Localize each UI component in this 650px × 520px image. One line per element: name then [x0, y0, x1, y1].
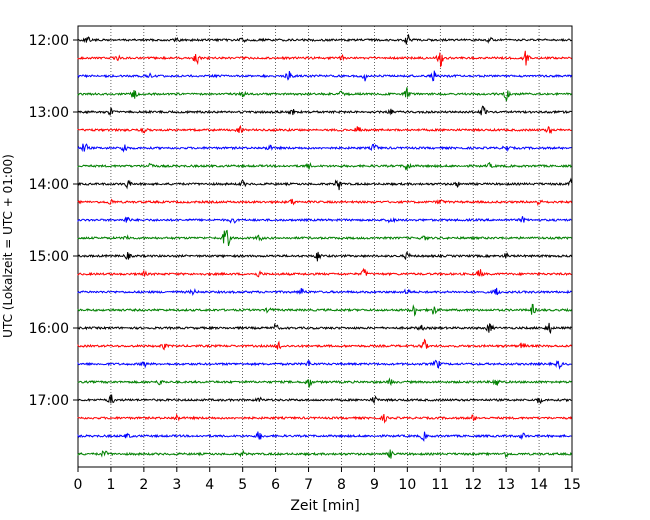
trace-line [77, 303, 572, 317]
trace-line [77, 105, 572, 116]
trace-17:00 [77, 394, 572, 405]
x-tick-label: 7 [304, 477, 313, 493]
x-tick-label: 10 [398, 477, 416, 493]
trace-line [77, 229, 572, 247]
y-tick-label: 16:00 [29, 321, 69, 337]
x-tick-label: 3 [172, 477, 181, 493]
x-tick-label: 2 [139, 477, 148, 493]
trace-13:00 [77, 105, 572, 116]
trace-17:15 [77, 412, 572, 424]
y-axis-ticks: 12:00 13:00 14:00 15:00 16:00 17:00 [29, 33, 78, 409]
x-tick-label: 6 [271, 477, 280, 493]
trace-17:45 [77, 449, 572, 459]
trace-16:00 [77, 322, 572, 335]
grid [110, 26, 540, 467]
trace-line [77, 394, 572, 405]
trace-16:45 [77, 377, 572, 388]
traces [77, 34, 572, 459]
trace-16:15 [77, 338, 572, 351]
trace-12:15 [77, 50, 572, 68]
trace-line [77, 198, 572, 207]
trace-12:45 [77, 87, 572, 102]
trace-line [77, 287, 572, 296]
x-tick-label: 14 [530, 477, 548, 493]
trace-line [77, 377, 572, 388]
trace-line [77, 216, 572, 224]
y-axis-label: UTC (Lokalzeit = UTC + 01:00) [1, 154, 15, 338]
y-tick-label: 15:00 [29, 249, 69, 265]
x-tick-label: 15 [563, 477, 581, 493]
x-tick-label: 13 [497, 477, 515, 493]
x-tick-label: 9 [370, 477, 379, 493]
x-tick-label: 4 [205, 477, 214, 493]
trace-line [77, 359, 572, 370]
trace-line [77, 50, 572, 68]
trace-line [77, 161, 572, 171]
y-tick-label: 14:00 [29, 177, 69, 193]
trace-line [77, 338, 572, 351]
trace-line [77, 34, 572, 45]
y-tick-label: 12:00 [29, 33, 69, 49]
x-tick-label: 8 [337, 477, 346, 493]
trace-line [77, 143, 572, 153]
trace-14:30 [77, 216, 572, 224]
x-tick-label: 0 [74, 477, 83, 493]
trace-13:30 [77, 143, 572, 153]
trace-line [77, 70, 572, 82]
trace-14:00 [77, 177, 572, 191]
trace-line [77, 449, 572, 459]
y-tick-label: 17:00 [29, 393, 69, 409]
x-axis-ticks: 0 1 2 3 4 5 6 7 8 9 10 11 12 13 14 15 [74, 467, 581, 493]
trace-14:45 [77, 229, 572, 247]
trace-17:30 [77, 431, 572, 442]
trace-13:45 [77, 161, 572, 171]
trace-line [77, 87, 572, 102]
trace-15:45 [77, 303, 572, 317]
y-tick-label: 13:00 [29, 105, 69, 121]
trace-13:15 [77, 124, 572, 135]
x-tick-label: 11 [431, 477, 449, 493]
trace-line [77, 124, 572, 135]
trace-14:15 [77, 198, 572, 207]
trace-line [77, 322, 572, 335]
trace-line [77, 412, 572, 424]
trace-line [77, 267, 572, 278]
x-tick-label: 5 [238, 477, 247, 493]
trace-15:00 [77, 251, 572, 262]
plot-frame [77, 25, 573, 468]
x-tick-label: 1 [106, 477, 115, 493]
trace-15:30 [77, 287, 572, 296]
trace-line [77, 431, 572, 442]
x-axis-label: Zeit [min] [290, 498, 359, 514]
trace-line [77, 177, 572, 191]
trace-12:30 [77, 70, 572, 82]
trace-line [77, 251, 572, 262]
trace-16:30 [77, 359, 572, 370]
trace-15:15 [77, 267, 572, 278]
x-tick-label: 12 [464, 477, 482, 493]
trace-12:00 [77, 34, 572, 45]
